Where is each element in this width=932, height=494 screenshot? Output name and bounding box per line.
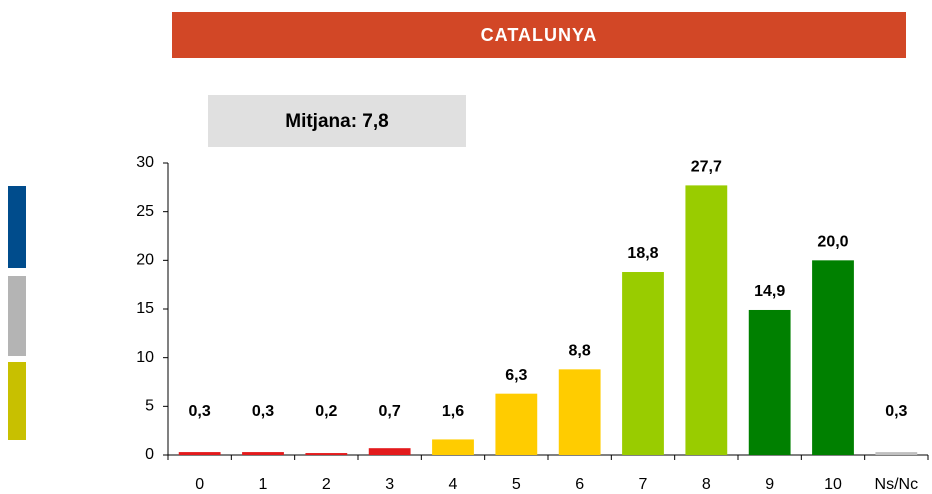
x-tick-label: Ns/Nc	[875, 476, 919, 493]
bar	[495, 393, 538, 455]
data-label: 0,3	[885, 403, 907, 420]
bar	[748, 309, 791, 455]
y-tick-label: 20	[136, 252, 154, 269]
x-tick-label: 0	[195, 476, 204, 493]
x-tick-label: 8	[702, 476, 711, 493]
x-tick-label: 1	[259, 476, 268, 493]
mean-annotation: Mitjana: 7,8	[285, 111, 388, 132]
data-label: 6,3	[505, 367, 527, 384]
bar	[368, 448, 411, 455]
y-tick-label: 15	[136, 300, 154, 317]
x-tick-label: 7	[639, 476, 648, 493]
y-tick-label: 25	[136, 203, 154, 220]
x-tick-label: 3	[385, 476, 394, 493]
data-label: 1,6	[442, 403, 464, 420]
chart-title: CATALUNYA	[481, 25, 598, 45]
title-banner	[172, 12, 906, 58]
x-tick-label: 4	[449, 476, 458, 493]
data-label: 14,9	[754, 283, 785, 300]
x-tick-label: 6	[575, 476, 584, 493]
data-label: 0,7	[379, 403, 401, 420]
data-label: 8,8	[569, 343, 591, 360]
y-tick-label: 30	[136, 154, 154, 171]
data-label: 0,3	[252, 403, 274, 420]
x-tick-label: 9	[765, 476, 774, 493]
bar	[432, 439, 474, 455]
side-stripe	[8, 186, 26, 268]
x-tick-label: 5	[512, 476, 521, 493]
x-tick-label: 2	[322, 476, 331, 493]
x-tick-label: 10	[824, 476, 842, 493]
bar	[812, 260, 854, 455]
data-label: 20,0	[817, 234, 848, 251]
data-label: 27,7	[691, 159, 722, 176]
side-stripe	[8, 276, 26, 356]
bar	[305, 453, 348, 455]
data-label: 0,3	[189, 403, 211, 420]
y-tick-label: 10	[136, 349, 154, 366]
y-tick-label: 0	[145, 446, 154, 463]
bar	[685, 185, 728, 456]
bar	[558, 369, 601, 455]
bar	[178, 452, 221, 455]
bar	[875, 452, 918, 455]
y-tick-label: 5	[145, 398, 154, 415]
data-label: 0,2	[315, 403, 337, 420]
side-stripe	[8, 362, 26, 440]
bar	[622, 272, 664, 455]
data-label: 18,8	[627, 245, 658, 262]
mean-box	[208, 95, 466, 147]
bar	[242, 452, 284, 455]
